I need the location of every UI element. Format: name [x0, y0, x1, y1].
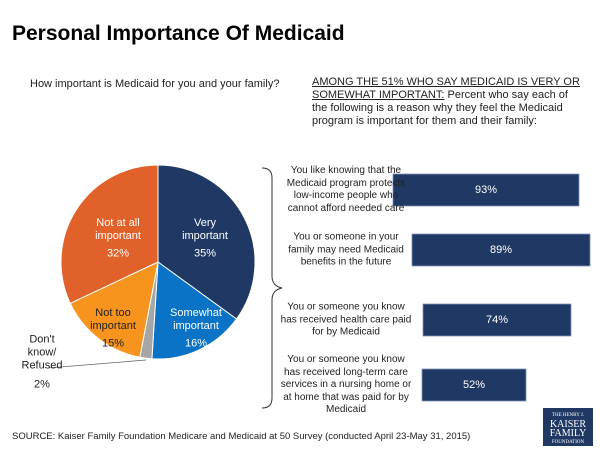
bar-title: AMONG THE 51% WHO SAY MEDICAID IS VERY O…	[312, 76, 582, 128]
slice-label: Not at all important	[95, 217, 141, 242]
logo-line: FAMILY	[549, 428, 587, 439]
bar	[392, 173, 580, 207]
bar-category: You like knowing that the Medicaid progr…	[286, 165, 406, 214]
page-title: Personal Importance Of Medicaid	[12, 22, 345, 45]
bar-value: 74%	[485, 314, 509, 326]
pie-title: How important is Medicaid for you and yo…	[30, 78, 280, 90]
bar-category: You or someone you know has received hea…	[280, 301, 412, 338]
pie-slice	[151, 261, 238, 360]
leader-line	[47, 359, 147, 369]
slice-label: Somewhat important	[170, 307, 222, 332]
slice-value: 32%	[106, 247, 130, 260]
bar-value: 52%	[462, 379, 486, 391]
pie-slice	[69, 261, 159, 358]
slice-label: Don't know/ Refused	[21, 333, 63, 372]
logo-line: KAISER	[549, 419, 587, 430]
slice-value: 15%	[101, 337, 125, 350]
slice-value: 35%	[193, 247, 217, 260]
pie-slice	[157, 164, 256, 320]
bar	[422, 303, 572, 337]
pie-slice	[60, 164, 159, 304]
bar-title-text: Percent who say each of the following is…	[312, 89, 568, 127]
bar	[411, 233, 591, 267]
logo: THE HENRY J. KAISER FAMILY FOUNDATION	[543, 408, 593, 446]
slice-label: Very important	[182, 217, 228, 242]
bracket	[261, 167, 283, 409]
slice-value: 2%	[34, 378, 50, 391]
bar-value: 93%	[474, 184, 498, 196]
logo-line: THE HENRY J.	[551, 413, 585, 418]
bar-category: You or someone you know has received lon…	[280, 353, 412, 415]
slice-value: 16%	[184, 337, 208, 350]
bar	[421, 368, 527, 402]
slice-label: Not too important	[90, 307, 136, 332]
logo-line: FOUNDATION	[551, 440, 585, 445]
bar-category: You or someone in your family may need M…	[288, 231, 404, 268]
bar-title-underlined: AMONG THE 51% WHO SAY MEDICAID IS VERY O…	[312, 76, 580, 101]
source: SOURCE: Kaiser Family Foundation Medicar…	[12, 431, 471, 442]
bar-value: 89%	[489, 244, 513, 256]
